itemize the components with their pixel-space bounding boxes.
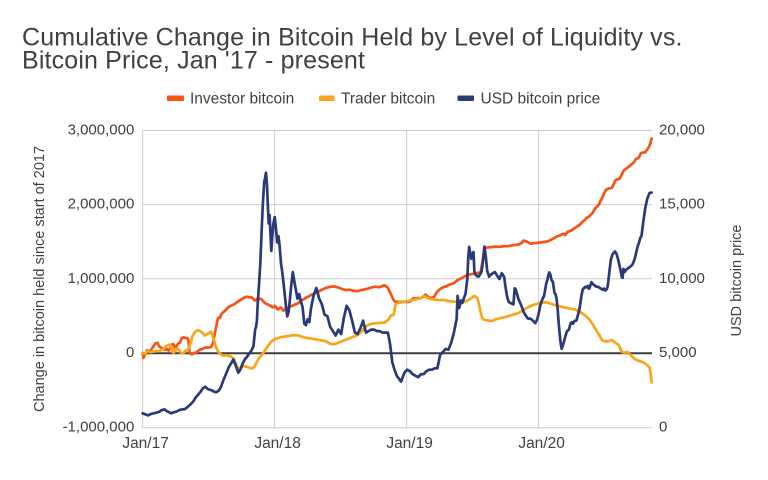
svg-text:1,000,000: 1,000,000 — [68, 270, 135, 287]
svg-text:-1,000,000: -1,000,000 — [63, 419, 135, 436]
svg-text:USD bitcoin price: USD bitcoin price — [729, 224, 745, 336]
svg-text:USD bitcoin price: USD bitcoin price — [481, 90, 601, 107]
svg-text:Change in bitcoin held since s: Change in bitcoin held since start of 20… — [32, 146, 48, 412]
svg-text:2,000,000: 2,000,000 — [68, 196, 135, 213]
svg-text:Bitcoin Price, Jan '17 - prese: Bitcoin Price, Jan '17 - present — [22, 47, 365, 75]
svg-text:10,000: 10,000 — [659, 270, 705, 287]
svg-text:Trader bitcoin: Trader bitcoin — [341, 90, 435, 107]
svg-text:0: 0 — [126, 344, 134, 361]
svg-text:3,000,000: 3,000,000 — [68, 122, 135, 139]
svg-text:Cumulative Change in Bitcoin H: Cumulative Change in Bitcoin Held by Lev… — [22, 24, 683, 52]
svg-text:Jan/20: Jan/20 — [518, 435, 565, 452]
svg-text:5,000: 5,000 — [659, 344, 697, 361]
svg-text:0: 0 — [659, 419, 667, 436]
svg-text:20,000: 20,000 — [659, 122, 705, 139]
svg-text:Jan/17: Jan/17 — [122, 435, 169, 452]
svg-text:Jan/18: Jan/18 — [254, 435, 301, 452]
svg-text:Jan/19: Jan/19 — [386, 435, 433, 452]
svg-text:Investor bitcoin: Investor bitcoin — [190, 90, 294, 107]
svg-text:15,000: 15,000 — [659, 196, 705, 213]
